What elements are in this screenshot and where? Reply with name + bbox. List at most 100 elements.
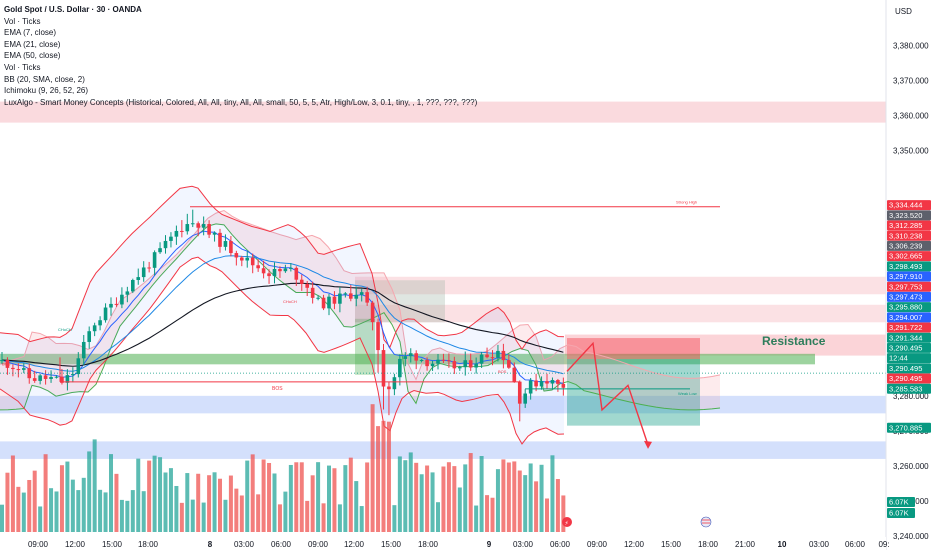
event-lightning-icon[interactable] (562, 517, 572, 527)
candle-body[interactable] (365, 292, 369, 303)
candle-body[interactable] (190, 223, 195, 225)
candle-body[interactable] (419, 360, 424, 362)
candle-body[interactable] (32, 378, 37, 381)
candle-body[interactable] (201, 224, 206, 228)
candle-body[interactable] (87, 331, 91, 342)
candle-body[interactable] (16, 369, 21, 371)
candle-body[interactable] (539, 381, 544, 387)
candle-body[interactable] (414, 353, 418, 361)
price-label[interactable]: 3,290.495 (887, 342, 931, 353)
candle-body[interactable] (556, 380, 560, 384)
candle-body[interactable] (131, 279, 135, 292)
candle-body[interactable] (71, 374, 75, 376)
price-label[interactable]: 3,310.238 (887, 230, 931, 241)
chart-title[interactable]: Gold Spot / U.S. Dollar · 30 · OANDA (4, 5, 142, 14)
candle-body[interactable] (223, 241, 228, 247)
price-label[interactable]: 3,290.495 (887, 373, 931, 384)
candle-body[interactable] (561, 383, 566, 388)
price-label[interactable]: 3,334.444 (887, 200, 931, 211)
candle-body[interactable] (141, 267, 146, 278)
price-label[interactable]: 3,285.583 (887, 383, 931, 394)
candle-body[interactable] (103, 307, 108, 321)
price-label[interactable]: 3,294.007 (887, 312, 931, 323)
candle-body[interactable] (305, 283, 309, 288)
candle-body[interactable] (294, 267, 299, 280)
price-label[interactable]: 3,298.493 (887, 261, 931, 272)
candle-body[interactable] (272, 269, 277, 277)
candle-body[interactable] (507, 360, 511, 368)
candle-body[interactable] (125, 291, 130, 295)
price-label[interactable]: 3,297.473 (887, 291, 931, 302)
candle-body[interactable] (283, 268, 288, 272)
volume-label[interactable]: 6.07K (887, 497, 915, 507)
candle-body[interactable] (528, 380, 533, 394)
candle-body[interactable] (299, 279, 304, 284)
candle-body[interactable] (523, 393, 527, 404)
price-label[interactable]: 3,312.285 (887, 220, 931, 231)
candle-body[interactable] (452, 361, 457, 369)
price-label[interactable]: 3,297.753 (887, 281, 931, 292)
indicator-smart-money-concepts[interactable]: LuxAlgo - Smart Money Concepts (Historic… (4, 97, 478, 107)
candle-body[interactable] (463, 360, 468, 368)
candle-body[interactable] (289, 267, 293, 269)
candle-body[interactable] (496, 350, 500, 358)
price-label[interactable]: 3,290.495 (887, 363, 931, 374)
candle-body[interactable] (212, 232, 217, 235)
candle-body[interactable] (436, 359, 440, 364)
candle-body[interactable] (22, 368, 26, 370)
candle-body[interactable] (169, 236, 173, 241)
candle-body[interactable] (381, 350, 386, 387)
candle-body[interactable] (174, 230, 179, 237)
candle-body[interactable] (11, 367, 15, 370)
candle-body[interactable] (267, 273, 271, 277)
candle-body[interactable] (517, 381, 522, 404)
candle-body[interactable] (376, 322, 380, 351)
price-label[interactable]: 3,291.344 (887, 332, 931, 343)
candle-body[interactable] (43, 375, 48, 379)
candle-body[interactable] (338, 293, 342, 304)
us-flag-icon[interactable] (700, 516, 712, 528)
price-label[interactable]: 12:44 (887, 353, 931, 364)
candle-body[interactable] (468, 360, 473, 368)
price-label[interactable]: 3,306.239 (887, 240, 931, 251)
candle-body[interactable] (240, 257, 244, 261)
indicator-bollinger-bands[interactable]: BB (20, SMA, close, 2) (4, 74, 85, 84)
price-label[interactable]: 3,270.885 (887, 422, 931, 433)
candle-body[interactable] (349, 293, 353, 299)
candle-body[interactable] (256, 265, 260, 269)
candle-body[interactable] (332, 296, 337, 304)
candle-body[interactable] (65, 375, 70, 383)
candle-body[interactable] (485, 354, 489, 358)
indicator-ema-50[interactable]: EMA (50, close) (4, 51, 61, 61)
candle-body[interactable] (92, 325, 97, 332)
candle-body[interactable] (430, 363, 435, 367)
candle-body[interactable] (458, 367, 462, 369)
candle-body[interactable] (261, 268, 266, 274)
candle-body[interactable] (316, 297, 320, 299)
candle-body[interactable] (545, 381, 549, 384)
candle-body[interactable] (550, 380, 555, 384)
candle-body[interactable] (0, 360, 4, 362)
price-label[interactable]: 3,291.722 (887, 322, 931, 333)
candle-body[interactable] (278, 269, 282, 272)
candle-body[interactable] (207, 224, 211, 235)
candle-body[interactable] (49, 377, 53, 379)
candle-body[interactable] (474, 363, 478, 368)
candle-body[interactable] (512, 367, 517, 382)
indicator-ema-21[interactable]: EMA (21, close) (4, 39, 61, 49)
candle-body[interactable] (5, 360, 10, 368)
candle-body[interactable] (534, 380, 538, 387)
candle-body[interactable] (392, 377, 397, 390)
candle-body[interactable] (354, 294, 359, 299)
candle-body[interactable] (234, 253, 239, 258)
candle-body[interactable] (180, 230, 184, 232)
candle-body[interactable] (359, 292, 364, 295)
candle-body[interactable] (98, 320, 102, 326)
candle-body[interactable] (218, 232, 222, 247)
candle-body[interactable] (163, 240, 168, 249)
candle-body[interactable] (38, 375, 42, 381)
price-label[interactable]: 3,323.520 (887, 210, 931, 221)
candle-body[interactable] (76, 358, 81, 375)
